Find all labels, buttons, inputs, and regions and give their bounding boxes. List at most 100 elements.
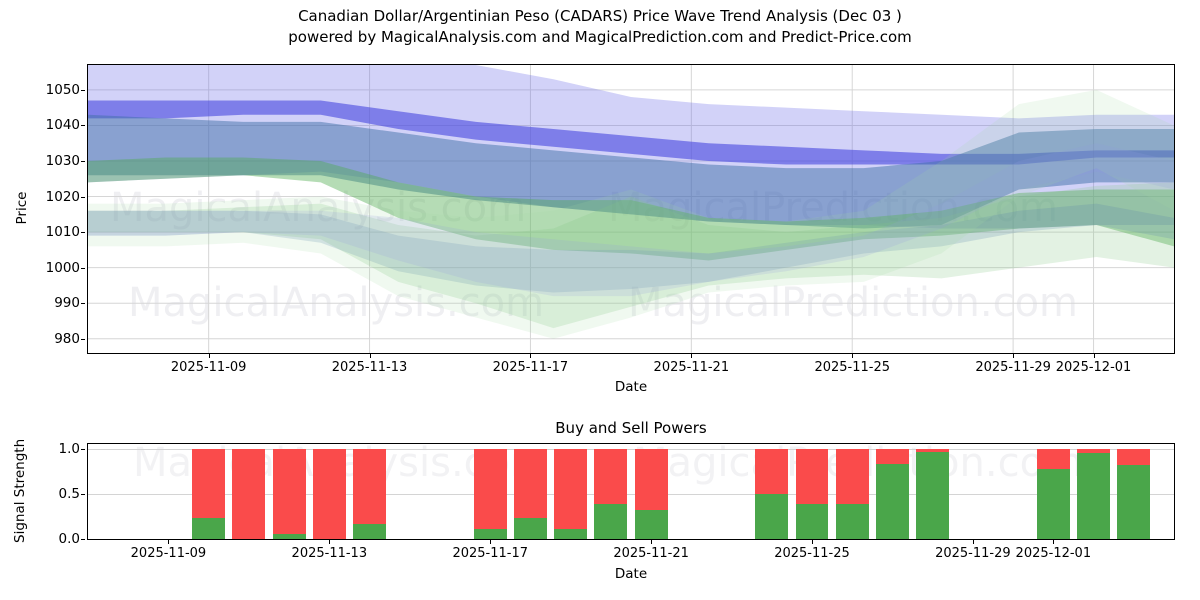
price-x-tick-label: 2025-11-09 [170,360,247,375]
price-band-svg [88,65,1174,353]
signal-bar [755,444,789,539]
signal-bar [1077,444,1111,539]
buy-power-segment [916,452,950,539]
price-x-axis-label: Date [614,379,648,395]
signal-x-tick-mark [812,540,813,544]
price-y-tick-mark [81,338,85,340]
price-y-tick-label: 1030 [45,153,80,169]
sell-power-segment [1077,448,1111,454]
buy-power-segment [875,463,909,539]
signal-bar [634,444,668,539]
signal-bar [272,444,306,539]
signal-bar [473,444,507,539]
price-y-tick-mark [81,303,85,305]
signal-bar [1036,444,1070,539]
sell-power-segment [473,448,507,530]
buy-power-segment [1117,464,1151,539]
signal-bar [554,444,588,539]
signal-y-tick-label: 1.0 [58,440,80,457]
price-y-tick-label: 1040 [45,117,80,134]
price-y-tick-mark [81,89,85,91]
sell-power-segment [594,448,628,504]
price-x-tick-mark [530,354,532,358]
price-y-tick-label: 990 [54,295,80,312]
signal-x-tick-mark [168,540,170,544]
signal-x-tick-label: 2025-11-13 [291,546,368,561]
price-x-tick-label: 2025-11-17 [492,360,569,375]
signal-bar [312,444,346,539]
sell-power-segment [835,448,869,504]
signal-y-tick-label: 0.0 [58,531,80,547]
signal-y-axis-label: Signal Strength [12,438,28,543]
signal-x-tick-label: 2025-11-21 [613,546,689,561]
sell-power-segment [755,448,789,494]
price-y-tick-mark [81,196,85,198]
signal-x-tick-label: 2025-11-25 [774,546,850,561]
buy-power-segment [1036,469,1070,539]
buy-power-segment [353,523,387,539]
signal-gridline-h [88,448,1174,450]
price-y-tick-mark [81,267,85,269]
buy-power-segment [1077,453,1111,539]
price-plot-area: MagicalAnalysis.com MagicalPrediction.co… [87,64,1175,354]
signal-bar [513,444,547,539]
signal-y-tick-mark [81,493,85,495]
buy-power-segment [192,518,226,539]
signal-x-tick-label: 2025-11-17 [452,546,528,561]
signal-bar [353,444,387,539]
sell-power-segment [192,448,226,519]
signal-x-tick-mark [329,540,331,544]
sell-power-segment [795,448,829,504]
price-x-tick-mark [369,354,371,358]
sell-power-segment [554,448,588,530]
price-y-tick-label: 980 [54,330,80,347]
price-band-faint-violet-band [88,143,1174,297]
price-y-tick-mark [81,161,85,162]
price-x-tick-mark [852,354,854,358]
signal-x-tick-label: 2025-12-01 [1015,546,1092,561]
signal-y-tick-label: 0.5 [58,485,80,502]
signal-chart-title: Buy and Sell Powers [555,419,707,437]
price-x-tick-label: 2025-11-29 [975,360,1051,375]
signal-plot-area: MagicalAnalysis.com MagicalPrediction.co… [87,443,1175,540]
page-title: Canadian Dollar/Argentinian Peso (CADARS… [0,6,1200,48]
signal-y-tick-mark [81,448,85,450]
sell-power-segment [353,448,387,524]
buy-power-segment [795,503,829,539]
price-x-axis: 2025-11-09 2025-11-13 2025-11-17 2025-11-21… [87,354,1175,380]
signal-x-axis-label: Date [614,566,648,582]
sell-power-segment [875,448,909,464]
price-x-tick-mark [1013,354,1015,358]
buy-power-segment [835,503,869,539]
price-band-green-core-band [88,157,1174,261]
sell-power-segment [232,448,266,539]
sell-power-segment [1117,448,1151,465]
price-y-tick-label: 1020 [45,188,80,205]
price-y-axis: 980 990 1000 1010 1020 1030 1040 1050 [0,64,85,354]
signal-bar [594,444,628,539]
signal-x-tick-mark [490,540,492,544]
signal-bar [232,444,266,539]
buy-power-segment [513,518,547,539]
sell-power-segment [272,448,306,535]
price-y-tick-mark [81,125,85,127]
bars-layer [88,444,1174,539]
sell-power-segment [312,448,346,539]
price-band-steel-blue-band [88,114,1174,229]
signal-bar [192,444,226,539]
sell-power-segment [1036,448,1070,470]
signal-x-tick-mark [651,540,653,544]
price-y-tick-label: 1010 [45,224,80,241]
signal-bar [835,444,869,539]
buy-power-segment [473,529,507,539]
signal-y-axis: 0.0 0.5 1.0 [0,440,85,547]
signal-bar [795,444,829,539]
signal-x-tick-label: 2025-11-29 [935,546,1011,561]
price-band-mid-blue-band [88,100,1174,165]
signal-x-axis: 2025-11-09 2025-11-13 2025-11-17 2025-11-21… [87,540,1175,566]
price-band-faint-steel-band [88,203,1174,293]
buy-power-segment [634,510,668,539]
price-x-tick-label: 2025-11-25 [814,360,890,375]
price-y-tick-label: 1050 [45,81,80,98]
price-band-outer-green-band [88,182,1174,329]
